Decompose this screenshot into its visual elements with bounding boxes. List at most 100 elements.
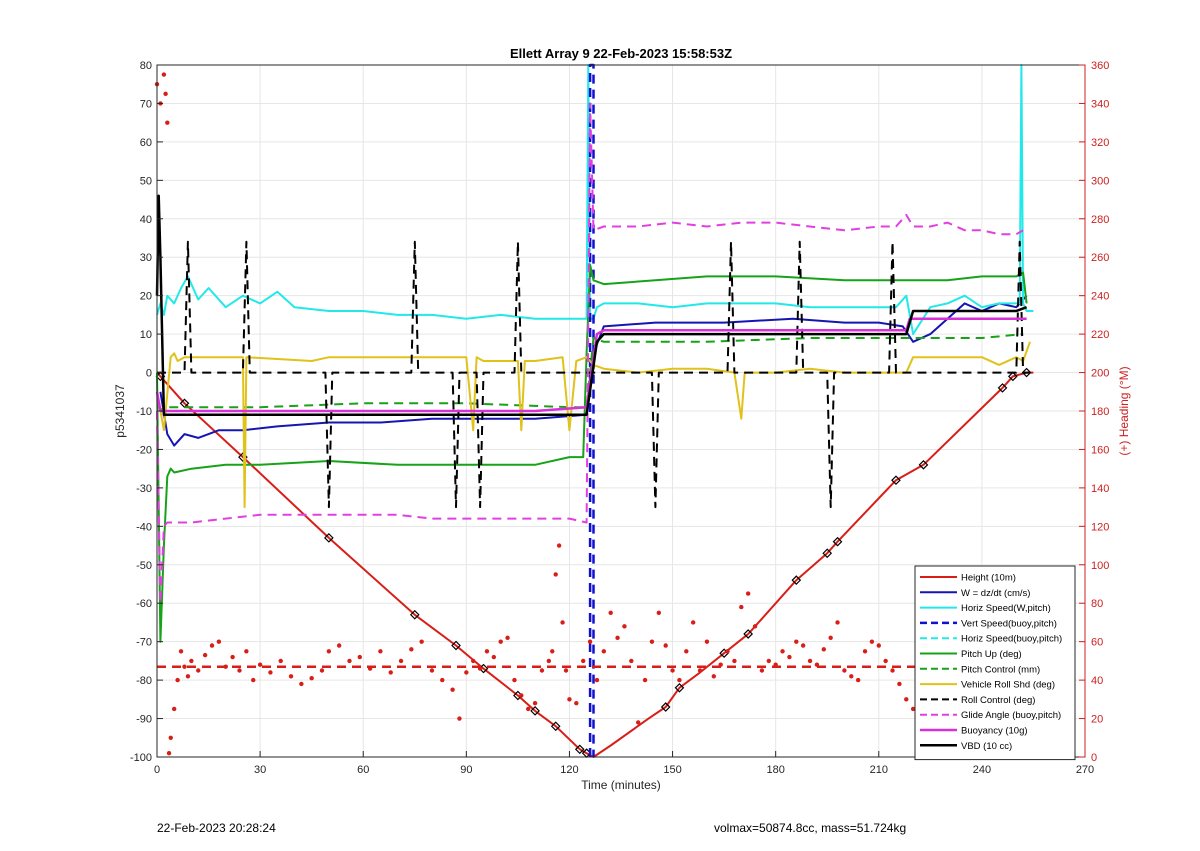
heading-point — [663, 643, 668, 648]
heading-point — [787, 654, 792, 660]
height-marker — [451, 640, 461, 651]
height-marker — [530, 706, 540, 716]
heading-point — [739, 604, 744, 610]
x-tick-label: 60 — [357, 764, 369, 776]
legend-label-height: Height (10m) — [961, 573, 1016, 584]
height-marker — [832, 536, 843, 547]
heading-point — [642, 677, 648, 683]
heading-point — [890, 668, 895, 673]
heading-point — [526, 706, 531, 712]
heading-point — [230, 654, 235, 660]
heading-point — [711, 674, 716, 679]
heading-point — [419, 639, 424, 644]
y2-tick-label: 180 — [1091, 406, 1109, 418]
heading-point — [862, 649, 868, 654]
y-tick-label: 20 — [140, 291, 152, 303]
height-marker — [324, 533, 334, 543]
y2-tick-label: 160 — [1091, 444, 1109, 456]
legend-label-glide: Glide Angle (buoy,pitch) — [961, 710, 1061, 721]
height-marker — [550, 721, 561, 732]
heading-point — [704, 639, 710, 644]
y-tick-label: 50 — [140, 175, 152, 187]
height-marker — [918, 459, 929, 470]
legend-label-buoyancy: Buoyancy (10g) — [961, 726, 1028, 737]
heading-point — [457, 716, 462, 721]
y2-tick-label: 40 — [1091, 675, 1103, 687]
y-tick-label: 30 — [140, 252, 152, 264]
heading-point — [821, 647, 826, 652]
heading-point — [649, 639, 655, 644]
height-marker — [179, 398, 190, 409]
heading-point — [752, 624, 758, 629]
heading-point — [319, 668, 325, 673]
y2-tick-label: 120 — [1091, 521, 1109, 533]
heading-point — [690, 620, 696, 625]
height-marker — [891, 475, 901, 486]
legend-label-w: W = dz/dt (cm/s) — [961, 588, 1030, 599]
x-tick-label: 270 — [1076, 764, 1094, 776]
heading-point — [656, 610, 662, 616]
series-vbd — [155, 194, 1028, 417]
x-tick-label: 0 — [154, 764, 160, 776]
height-marker — [1007, 371, 1018, 382]
y-tick-label: -70 — [136, 637, 152, 649]
legend-label-vert_speed: Vert Speed(buoy,pitch) — [961, 618, 1057, 629]
height-marker — [155, 371, 166, 382]
height-marker — [478, 663, 489, 674]
height-marker — [997, 383, 1008, 393]
height-marker — [791, 575, 802, 586]
heading-point — [684, 649, 689, 654]
heading-point — [556, 543, 562, 548]
y-tick-label: 60 — [140, 137, 152, 149]
y-tick-label: 0 — [146, 368, 152, 380]
heading-point — [161, 72, 167, 77]
y-tick-label: -80 — [136, 675, 152, 687]
heading-point — [732, 658, 737, 664]
legend-label-horiz_speed: Horiz Speed(W,pitch) — [961, 603, 1051, 614]
heading-point — [347, 658, 352, 664]
heading-point — [498, 639, 503, 644]
heading-point — [519, 693, 524, 698]
heading-point — [178, 649, 184, 654]
y2-tick-label: 80 — [1091, 598, 1103, 610]
series-roll — [156, 341, 1031, 509]
legend-label-pitch_up: Pitch Up (deg) — [961, 649, 1022, 660]
x-tick-label: 90 — [460, 764, 472, 776]
x-tick-label: 30 — [254, 764, 266, 776]
heading-point — [807, 658, 813, 664]
y-tick-label: 10 — [140, 329, 152, 341]
y-tick-label: -50 — [136, 560, 152, 572]
heading-point — [189, 658, 194, 664]
heading-point — [251, 677, 256, 683]
legend-box — [914, 565, 1076, 761]
height-marker — [409, 609, 420, 620]
heading-point — [697, 668, 703, 673]
heading-point — [622, 624, 627, 629]
heading-point — [876, 643, 881, 648]
heading-point — [677, 677, 682, 683]
legend: Height (10m) W = dz/dt (cm/s) Horiz Speed(… — [914, 565, 1076, 761]
heading-point — [574, 700, 579, 706]
heading-point — [910, 706, 916, 712]
heading-point — [257, 662, 263, 667]
y-tick-label: -40 — [136, 521, 152, 533]
y2-tick-label: 360 — [1091, 60, 1109, 72]
heading-point — [244, 649, 249, 654]
y2-tick-label: 20 — [1091, 714, 1103, 726]
heading-point — [182, 664, 187, 669]
heading-point — [849, 674, 854, 679]
y2-tick-label: 340 — [1091, 98, 1109, 110]
series-line-vbd — [155, 194, 1028, 417]
heading-point — [505, 635, 510, 641]
heading-point — [532, 700, 538, 706]
legend-label-roll_control: Roll Control (deg) — [961, 695, 1035, 706]
heading-point — [409, 647, 414, 652]
height-marker — [238, 452, 248, 462]
heading-point — [216, 639, 222, 644]
y2-tick-label: 140 — [1091, 483, 1109, 495]
heading-point — [388, 670, 393, 675]
heading-point — [800, 643, 806, 648]
heading-point — [794, 639, 799, 644]
legend-label-pitch_control: Pitch Control (mm) — [961, 664, 1040, 675]
